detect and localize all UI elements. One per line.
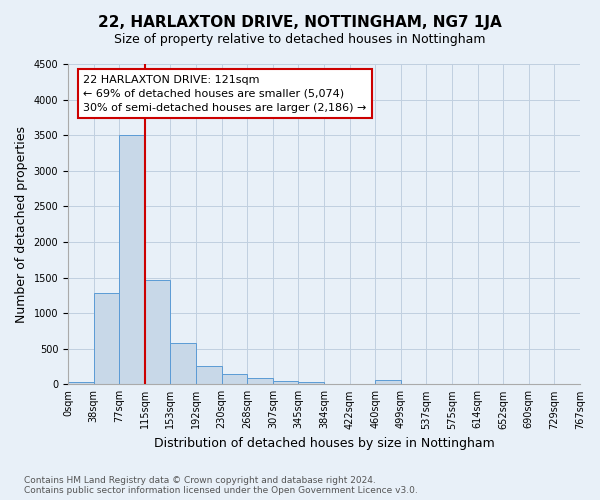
X-axis label: Distribution of detached houses by size in Nottingham: Distribution of detached houses by size … xyxy=(154,437,494,450)
Bar xyxy=(247,378,273,384)
Bar xyxy=(196,366,221,384)
Bar xyxy=(273,380,298,384)
Bar xyxy=(221,374,247,384)
Bar xyxy=(375,380,401,384)
Text: Contains HM Land Registry data © Crown copyright and database right 2024.
Contai: Contains HM Land Registry data © Crown c… xyxy=(24,476,418,495)
Text: 22 HARLAXTON DRIVE: 121sqm
← 69% of detached houses are smaller (5,074)
30% of s: 22 HARLAXTON DRIVE: 121sqm ← 69% of deta… xyxy=(83,74,367,112)
Bar xyxy=(298,382,324,384)
Bar xyxy=(145,280,170,384)
Bar xyxy=(68,382,94,384)
Bar xyxy=(170,343,196,384)
Y-axis label: Number of detached properties: Number of detached properties xyxy=(15,126,28,322)
Bar xyxy=(94,293,119,384)
Bar xyxy=(119,135,145,384)
Text: 22, HARLAXTON DRIVE, NOTTINGHAM, NG7 1JA: 22, HARLAXTON DRIVE, NOTTINGHAM, NG7 1JA xyxy=(98,15,502,30)
Text: Size of property relative to detached houses in Nottingham: Size of property relative to detached ho… xyxy=(114,32,486,46)
